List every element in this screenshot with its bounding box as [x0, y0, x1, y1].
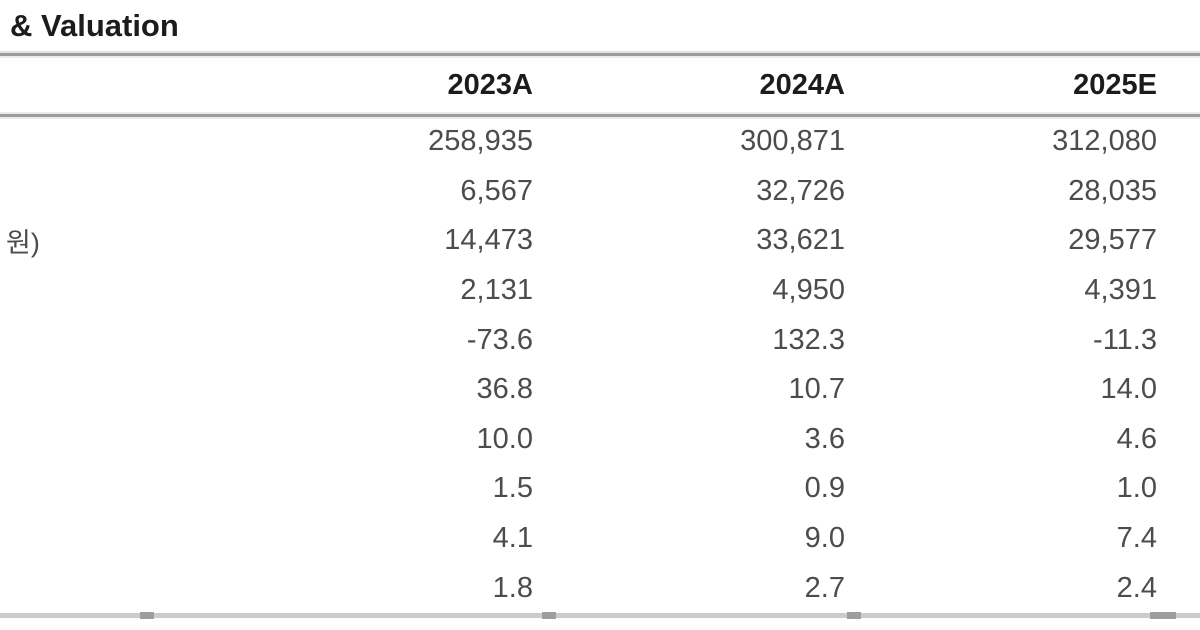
- column-divider-notch: [847, 612, 861, 619]
- value-cell: 10.7: [788, 373, 845, 406]
- value-cell: 2.7: [804, 571, 845, 604]
- table-row: -73.6 132.3 -11.3: [0, 315, 1172, 365]
- table-row: 원) 14,473 33,621 29,577: [0, 216, 1172, 266]
- column-header-2025e: 2025E: [1073, 68, 1157, 101]
- table-body: 258,935 300,871 312,080 6,567 32,726 28,…: [0, 117, 1172, 613]
- value-cell: 0.9: [804, 472, 845, 505]
- column-divider-notch: [140, 612, 154, 619]
- value-cell: 7.4: [1116, 522, 1157, 555]
- value-cell: 300,871: [740, 125, 845, 158]
- column-header-2023a: 2023A: [447, 68, 533, 101]
- value-cell: 4.1: [492, 522, 533, 555]
- value-cell: 9.0: [804, 522, 845, 555]
- table-row: 6,567 32,726 28,035: [0, 167, 1172, 217]
- value-cell: 28,035: [1068, 174, 1157, 207]
- column-divider-notch: [542, 612, 556, 619]
- section-title: & Valuation: [10, 8, 179, 43]
- table-row: 36.8 10.7 14.0: [0, 365, 1172, 415]
- table-row: 4.1 9.0 7.4: [0, 514, 1172, 564]
- value-cell: -73.6: [466, 323, 533, 356]
- value-cell: 2.4: [1116, 571, 1157, 604]
- value-cell: 29,577: [1068, 224, 1157, 257]
- value-cell: 10.0: [476, 422, 533, 455]
- table-row: 258,935 300,871 312,080: [0, 117, 1172, 167]
- table-row: 1.5 0.9 1.0: [0, 464, 1172, 514]
- value-cell: 3.6: [804, 422, 845, 455]
- value-cell: 132.3: [772, 323, 845, 356]
- table-row: 2,131 4,950 4,391: [0, 266, 1172, 316]
- table-row: 1.8 2.7 2.4: [0, 563, 1172, 613]
- value-cell: 1.5: [492, 472, 533, 505]
- value-cell: 14.0: [1100, 373, 1157, 406]
- table-bottom-rule: [0, 613, 1200, 618]
- value-cell: 36.8: [476, 373, 533, 406]
- value-cell: 32,726: [756, 174, 845, 207]
- table-header-row: 2023A 2024A 2025E: [0, 56, 1172, 114]
- value-cell: -11.3: [1093, 323, 1157, 356]
- value-cell: 2,131: [460, 274, 533, 307]
- value-cell: 312,080: [1052, 125, 1157, 158]
- value-cell: 4,391: [1084, 274, 1157, 307]
- header-divider-rule: [0, 114, 1200, 117]
- value-cell: 14,473: [444, 224, 533, 257]
- value-cell: 6,567: [460, 174, 533, 207]
- value-cell: 4.6: [1116, 422, 1157, 455]
- column-header-2024a: 2024A: [759, 68, 845, 101]
- value-cell: 4,950: [772, 274, 845, 307]
- value-cell: 33,621: [756, 224, 845, 257]
- row-label-cell: 원): [6, 228, 40, 259]
- value-cell: 1.0: [1116, 472, 1157, 505]
- table-top-rule: [0, 53, 1200, 56]
- table-row: 10.0 3.6 4.6: [0, 415, 1172, 465]
- column-divider-notch: [1150, 612, 1176, 619]
- value-cell: 1.8: [492, 571, 533, 604]
- value-cell: 258,935: [428, 125, 533, 158]
